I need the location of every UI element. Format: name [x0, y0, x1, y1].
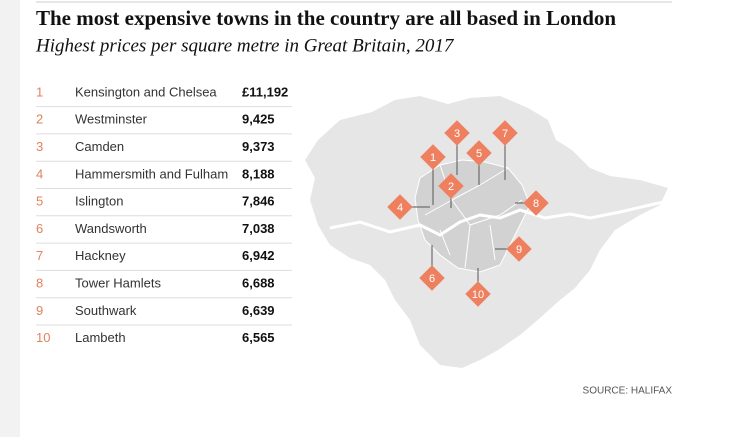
- rank: 8: [36, 276, 43, 291]
- marker-label: 4: [397, 202, 403, 214]
- town: Westminster: [75, 112, 148, 127]
- rank: 4: [36, 166, 43, 181]
- price: 8,188: [242, 166, 275, 181]
- markers: 1 2 3 4 5 6 7 8 9 10: [387, 120, 549, 307]
- map: 1 2 3 4 5 6 7 8 9 10: [305, 96, 673, 368]
- rank: 7: [36, 248, 43, 263]
- town: Kensington and Chelsea: [75, 84, 217, 99]
- marker-label: 6: [429, 273, 435, 285]
- town: Islington: [75, 194, 123, 209]
- marker: [465, 281, 491, 307]
- marker: [506, 236, 532, 262]
- price: 9,373: [242, 139, 275, 154]
- marker-label: 1: [430, 152, 436, 164]
- price: 6,688: [242, 276, 275, 291]
- rank: 6: [36, 221, 43, 236]
- price: 6,565: [242, 330, 275, 345]
- rank: 3: [36, 139, 43, 154]
- marker-label: 3: [454, 128, 460, 140]
- town: Southwark: [75, 303, 137, 318]
- rank: 2: [36, 112, 43, 127]
- town: Wandsworth: [75, 221, 147, 236]
- price: 9,425: [242, 112, 275, 127]
- town: Hammersmith and Fulham: [75, 166, 228, 181]
- marker-label: 2: [448, 181, 454, 193]
- side-strip: [0, 0, 20, 437]
- town: Hackney: [75, 248, 126, 263]
- borough-borders: [424, 164, 523, 269]
- marker-label: 10: [472, 289, 484, 301]
- marker: [387, 194, 413, 220]
- marker: [438, 173, 464, 199]
- price: £11,192: [242, 84, 288, 99]
- price: 6,639: [242, 303, 275, 318]
- marker-label: 5: [476, 148, 482, 160]
- title: The most expensive towns in the country …: [36, 6, 616, 30]
- town: Camden: [75, 139, 124, 154]
- river: [329, 198, 673, 237]
- marker: [420, 144, 446, 170]
- town: Lambeth: [75, 330, 126, 345]
- marker-label: 7: [502, 128, 508, 140]
- town: Tower Hamlets: [75, 276, 161, 291]
- subtitle: Highest prices per square metre in Great…: [35, 35, 455, 56]
- rank: 1: [36, 84, 43, 99]
- marker-label: 8: [533, 198, 539, 210]
- rank: 10: [36, 330, 50, 345]
- marker: [492, 120, 518, 146]
- price: 6,942: [242, 248, 275, 263]
- table: 1 Kensington and Chelsea £11,192 2 Westminst…: [36, 84, 292, 345]
- marker: [444, 120, 470, 146]
- marker: [523, 190, 549, 216]
- rank: 9: [36, 303, 43, 318]
- rank: 5: [36, 194, 43, 209]
- price: 7,846: [242, 194, 275, 209]
- price: 7,038: [242, 221, 275, 236]
- marker: [419, 265, 445, 291]
- source: SOURCE: HALIFAX: [583, 386, 673, 397]
- marker: [466, 140, 492, 166]
- marker-label: 9: [516, 244, 522, 256]
